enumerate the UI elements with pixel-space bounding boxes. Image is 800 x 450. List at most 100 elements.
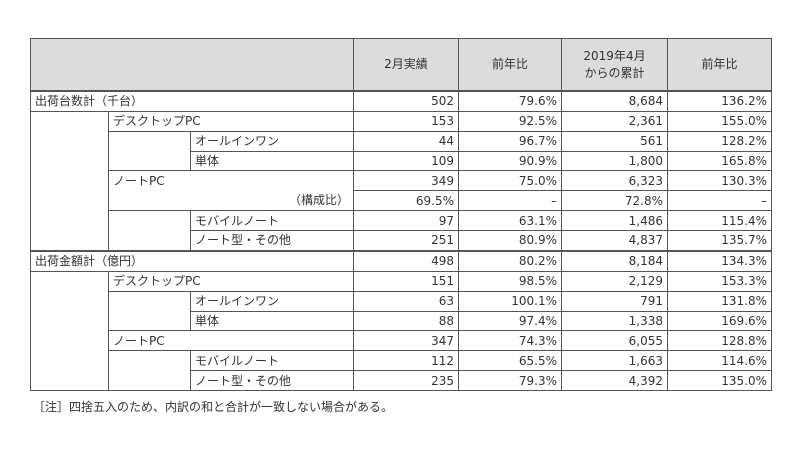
cell-yoy: 79.6%	[458, 89, 562, 112]
cell-feb-actual: 109	[353, 150, 459, 172]
cell-yoy: 90.9%	[458, 150, 562, 172]
cell-cumulative-yoy: 131.8%	[667, 290, 772, 312]
indent-cell	[108, 151, 191, 172]
cell-yoy: 92.5%	[458, 110, 562, 132]
cell-yoy: 79.3%	[458, 370, 562, 391]
row-units-notebook-mobile: モバイルノート 97 63.1% 1,486 115.4%	[30, 210, 772, 231]
cell-feb-actual: 235	[353, 370, 459, 391]
cell-cumulative: 4,837	[561, 229, 668, 252]
cell-yoy: 80.9%	[458, 229, 562, 252]
header-cumulative: 2019年4月 からの累計	[561, 38, 668, 92]
cell-cumulative: 791	[561, 290, 668, 312]
row-label: 単体	[190, 150, 354, 172]
cell-feb-actual: 349	[353, 170, 459, 192]
cell-feb-actual: 498	[353, 249, 459, 272]
indent-cell	[30, 131, 109, 152]
cell-yoy: 96.7%	[458, 130, 562, 152]
row-units-desktop: デスクトップPC 153 92.5% 2,361 155.0%	[30, 110, 772, 132]
cell-feb-actual: 151	[353, 270, 459, 292]
indent-cell	[30, 151, 109, 171]
cell-cumulative: 6,323	[561, 170, 668, 192]
cell-cumulative: 8,184	[561, 249, 668, 272]
row-label: ノート型・その他	[190, 370, 354, 391]
row-label: モバイルノート	[190, 350, 354, 372]
indent-cell	[108, 210, 191, 231]
cell-cumulative-yoy: 134.3%	[667, 249, 772, 272]
indent-cell	[30, 330, 109, 351]
row-label: オールインワン	[190, 290, 354, 312]
cell-cumulative-yoy: 114.6%	[667, 350, 772, 372]
cell-cumulative-yoy: 135.7%	[667, 229, 772, 252]
row-value-notebook-other: ノート型・その他 235 79.3% 4,392 135.0%	[30, 370, 772, 391]
cell-yoy: 98.5%	[458, 270, 562, 292]
cell-cumulative: 1,486	[561, 210, 668, 231]
cell-cumulative: 8,684	[561, 89, 668, 112]
footnote: ［注］四捨五入のため、内訳の和と合計が一致しない場合がある。	[33, 400, 394, 414]
row-label: デスクトップPC	[108, 110, 354, 132]
shipment-table: 2月実績 前年比 2019年4月 からの累計 前年比 出荷台数計（千台） 502…	[30, 38, 772, 391]
cell-yoy: 63.1%	[458, 210, 562, 231]
row-label: ノートPC	[108, 170, 354, 191]
indent-cell	[30, 230, 109, 252]
cell-cumulative: 6,055	[561, 330, 668, 352]
cell-cumulative-yoy: 130.3%	[667, 170, 772, 192]
cell-cumulative-yoy: 115.4%	[667, 210, 772, 231]
cell-cumulative-yoy: 153.3%	[667, 270, 772, 292]
cell-yoy-ratio: –	[458, 190, 562, 212]
cell-cumulative: 4,392	[561, 370, 668, 391]
indent-cell	[108, 350, 191, 371]
cell-cumulative-yoy: 136.2%	[667, 89, 772, 112]
cell-cumulative-yoy: 165.8%	[667, 150, 772, 172]
indent-cell	[30, 291, 109, 312]
row-value-desktop-standalone: 単体 88 97.4% 1,338 169.6%	[30, 310, 772, 332]
row-units-notebook-ratio: （構成比） 69.5% – 72.8% –	[30, 190, 772, 212]
cell-cumulative-yoy: 169.6%	[667, 310, 772, 332]
cell-cumulative-ratio: 72.8%	[561, 190, 668, 212]
cell-cumulative-yoy: 128.8%	[667, 330, 772, 352]
cell-feb-actual: 251	[353, 229, 459, 252]
row-units-notebook: ノートPC 349 75.0% 6,323 130.3%	[30, 170, 772, 192]
indent-cell	[30, 111, 109, 132]
header-yoy: 前年比	[458, 38, 562, 92]
indent-cell	[108, 291, 191, 312]
header-cumulative-yoy: 前年比	[667, 38, 772, 92]
indent-cell	[30, 190, 109, 211]
cell-feb-actual: 347	[353, 330, 459, 352]
cell-yoy: 100.1%	[458, 290, 562, 312]
row-label: モバイルノート	[190, 210, 354, 231]
cell-yoy: 80.2%	[458, 249, 562, 272]
header-feb-actual: 2月実績	[353, 38, 459, 92]
indent-cell	[108, 311, 191, 332]
cell-cumulative-yoy-ratio: –	[667, 190, 772, 212]
cell-yoy: 97.4%	[458, 310, 562, 332]
header-cumulative-line2: からの累計	[584, 65, 645, 80]
row-label: オールインワン	[190, 130, 354, 152]
header-blank	[30, 38, 354, 92]
row-value-notebook: ノートPC 347 74.3% 6,055 128.8%	[30, 330, 772, 352]
row-value-notebook-mobile: モバイルノート 112 65.5% 1,663 114.6%	[30, 350, 772, 372]
cell-yoy: 74.3%	[458, 330, 562, 352]
row-label: 出荷金額計（億円）	[30, 249, 354, 272]
indent-cell	[30, 311, 109, 331]
row-value-desktop-aio: オールインワン 63 100.1% 791 131.8%	[30, 290, 772, 312]
indent-cell	[108, 131, 191, 152]
row-value-total: 出荷金額計（億円） 498 80.2% 8,184 134.3%	[30, 249, 772, 272]
indent-cell	[30, 170, 109, 191]
header-cumulative-line1: 2019年4月	[583, 49, 646, 64]
cell-yoy: 75.0%	[458, 170, 562, 192]
cell-feb-actual: 502	[353, 89, 459, 112]
cell-feb-ratio: 69.5%	[353, 190, 459, 212]
row-units-desktop-aio: オールインワン 44 96.7% 561 128.2%	[30, 130, 772, 152]
row-units-desktop-standalone: 単体 109 90.9% 1,800 165.8%	[30, 150, 772, 172]
cell-feb-actual: 88	[353, 310, 459, 332]
row-units-total: 出荷台数計（千台） 502 79.6% 8,684 136.2%	[30, 89, 772, 112]
cell-cumulative: 1,663	[561, 350, 668, 372]
indent-cell	[108, 230, 191, 252]
indent-cell	[30, 350, 109, 371]
indent-cell	[108, 370, 191, 391]
row-units-notebook-other: ノート型・その他 251 80.9% 4,837 135.7%	[30, 229, 772, 252]
cell-cumulative-yoy: 155.0%	[667, 110, 772, 132]
cell-feb-actual: 112	[353, 350, 459, 372]
indent-cell	[30, 210, 109, 231]
row-label: 出荷台数計（千台）	[30, 89, 354, 112]
